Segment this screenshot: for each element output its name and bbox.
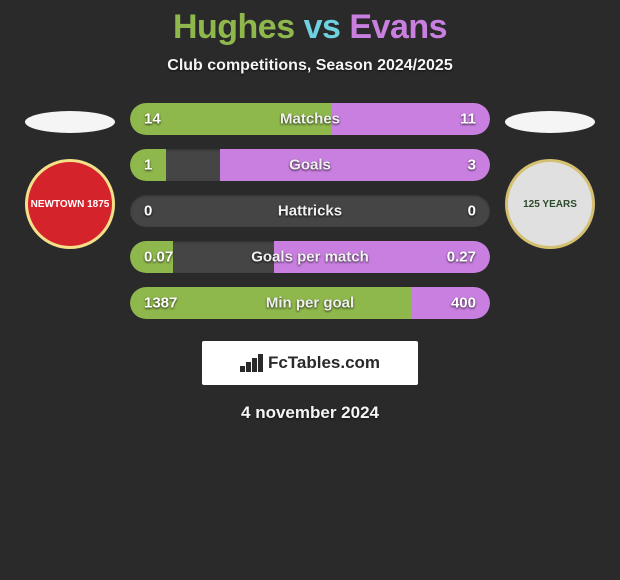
stat-value-left: 1387 [144,295,177,312]
stat-value-right: 0.27 [447,249,476,266]
stats-list: 14 11 Matches 1 3 Goals 0 0 Hattricks 0.07 0.27 Goa… [130,103,490,319]
body-row: NEWTOWN 1875 14 11 Matches 1 3 Goals 0 0 Hattric… [0,103,620,319]
bar-chart-icon [240,354,262,372]
stat-row: 1 3 Goals [130,149,490,181]
title-player1: Hughes [173,8,295,46]
player-photo-placeholder-right [505,111,595,133]
stat-label: Goals per match [251,249,369,266]
stat-row: 0.07 0.27 Goals per match [130,241,490,273]
page-title: Hughes vs Evans [0,8,620,47]
stat-value-left: 0 [144,203,152,220]
stat-value-right: 3 [468,157,476,174]
right-column: 125 YEARS [500,103,600,249]
stat-label: Hattricks [278,203,342,220]
brand-text: FcTables.com [268,353,380,373]
brand-box[interactable]: FcTables.com [202,341,418,385]
stat-value-right: 400 [451,295,476,312]
title-vs: vs [304,8,341,46]
stat-value-right: 0 [468,203,476,220]
stat-label: Matches [280,111,340,128]
stat-value-left: 1 [144,157,152,174]
stat-value-left: 14 [144,111,161,128]
stat-row: 0 0 Hattricks [130,195,490,227]
stat-bar-right [220,149,490,181]
date: 4 november 2024 [0,403,620,423]
crest-left-text: NEWTOWN 1875 [31,199,110,210]
left-column: NEWTOWN 1875 [20,103,120,249]
team-crest-right: 125 YEARS [505,159,595,249]
comparison-card: Hughes vs Evans Club competitions, Seaso… [0,0,620,423]
crest-right-text: 125 YEARS [523,199,577,210]
title-player2: Evans [349,8,447,46]
subtitle: Club competitions, Season 2024/2025 [0,57,620,75]
team-crest-left: NEWTOWN 1875 [25,159,115,249]
stat-label: Min per goal [266,295,354,312]
stat-row: 1387 400 Min per goal [130,287,490,319]
stat-value-right: 11 [460,111,476,128]
stat-value-left: 0.07 [144,249,173,266]
stat-label: Goals [289,157,331,174]
stat-row: 14 11 Matches [130,103,490,135]
player-photo-placeholder-left [25,111,115,133]
